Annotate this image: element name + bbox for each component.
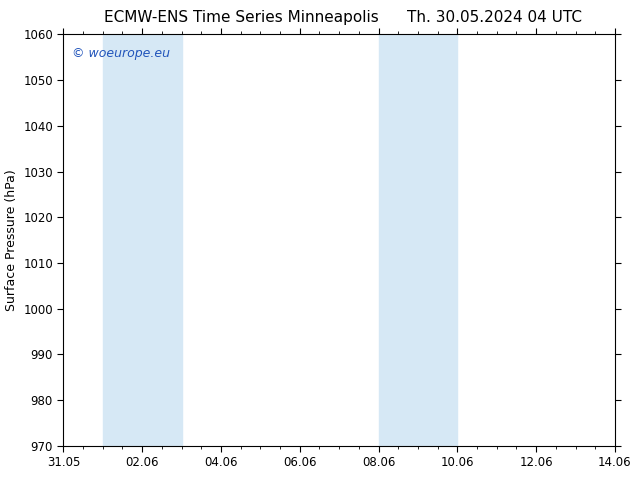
Bar bbox=[103, 34, 181, 446]
Text: © woeurope.eu: © woeurope.eu bbox=[72, 47, 170, 60]
Text: Th. 30.05.2024 04 UTC: Th. 30.05.2024 04 UTC bbox=[407, 10, 582, 25]
Bar bbox=[378, 34, 457, 446]
Y-axis label: Surface Pressure (hPa): Surface Pressure (hPa) bbox=[4, 169, 18, 311]
Text: ECMW-ENS Time Series Minneapolis: ECMW-ENS Time Series Minneapolis bbox=[103, 10, 378, 25]
